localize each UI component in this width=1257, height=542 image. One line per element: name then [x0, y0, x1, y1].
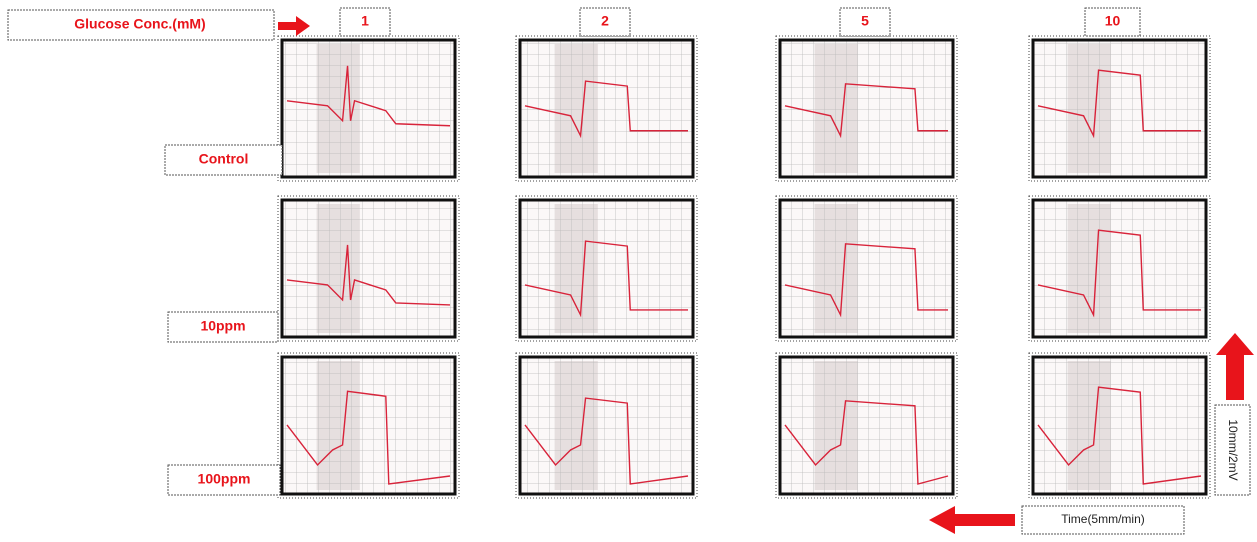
- panel-grid: [780, 200, 953, 337]
- column-label: 1: [361, 13, 369, 29]
- column-label: 2: [601, 13, 609, 29]
- panel-grid: [1033, 40, 1206, 177]
- panel-grid: [520, 200, 693, 337]
- panel-grid: [780, 40, 953, 177]
- figure: Glucose Conc.(mM) 10mm/2mV Time(5mm/min)…: [0, 0, 1257, 542]
- panel-grid: [1033, 357, 1206, 494]
- panel-grid: [520, 357, 693, 494]
- panels: [278, 36, 1210, 498]
- vertical-scale-label: 10mm/2mV: [1226, 419, 1240, 480]
- vertical-arrow: [1216, 333, 1254, 400]
- row-label: 10ppm: [200, 318, 245, 334]
- row-label: 100ppm: [198, 471, 251, 487]
- panel-grid: [1033, 200, 1206, 337]
- panel-grid: [282, 200, 455, 337]
- time-scale-label: Time(5mm/min): [1061, 512, 1145, 526]
- panel-grid: [282, 40, 455, 177]
- figure-canvas: Glucose Conc.(mM) 10mm/2mV Time(5mm/min)…: [0, 0, 1257, 542]
- panel-grid: [520, 40, 693, 177]
- column-label: 10: [1105, 13, 1121, 29]
- header-label: Glucose Conc.(mM): [74, 16, 205, 32]
- header-arrow: [278, 16, 310, 36]
- panel-grid: [282, 357, 455, 494]
- column-label: 5: [861, 13, 869, 29]
- row-label: Control: [199, 151, 249, 167]
- time-arrow: [929, 506, 1015, 534]
- panel-grid: [780, 357, 953, 494]
